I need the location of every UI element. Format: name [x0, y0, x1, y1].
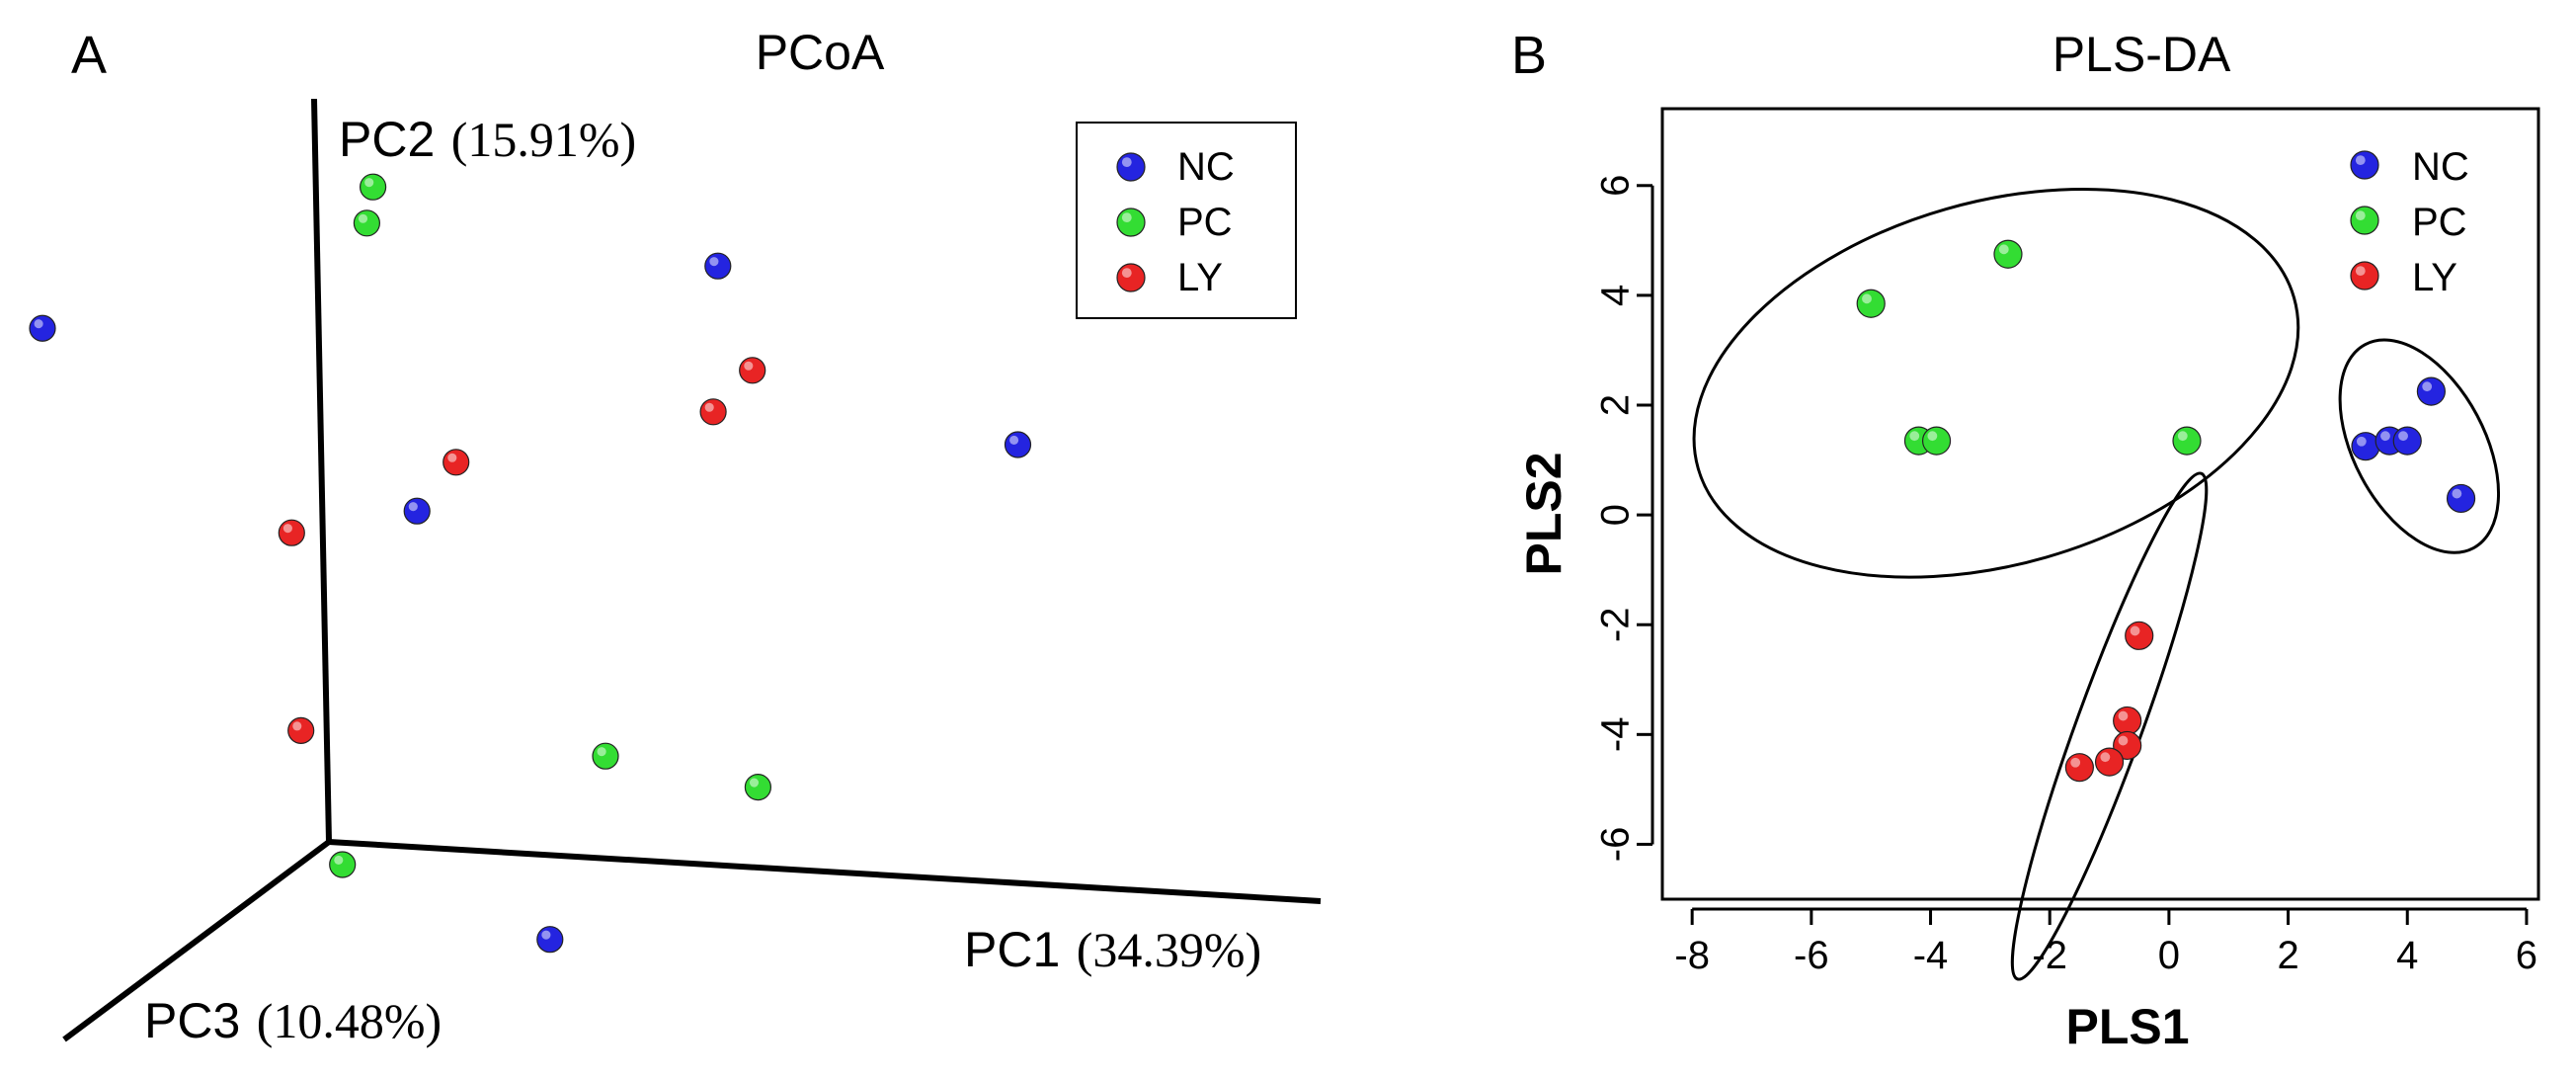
plsda-ellipse-ly — [2010, 471, 2209, 981]
pcoa-points — [29, 173, 1032, 954]
pc3-axis-label: PC3 (10.48%) — [144, 993, 442, 1048]
plsda-legend-marker-nc — [2350, 150, 2379, 180]
plsda-point-ly-4 — [2094, 747, 2125, 777]
panel-a-letter: A — [71, 26, 107, 85]
plsda-point-nc-1 — [2351, 432, 2380, 461]
pc2-axis-name: PC2 — [339, 112, 435, 167]
plsda-y-tick-label: -2 — [1594, 607, 1638, 642]
pcoa-point-ly-1 — [739, 357, 766, 384]
plsda-point-ly-3 — [2113, 730, 2142, 761]
pcoa-legend-label-pc: PC — [1177, 201, 1233, 244]
pcoa-legend-marker-nc — [1116, 152, 1146, 182]
pc3-axis-line — [62, 839, 331, 1042]
pcoa-point-nc-4 — [403, 497, 431, 525]
pc1-axis-line — [328, 839, 1322, 904]
plsda-legend-marker-pc — [2350, 206, 2379, 235]
plsda-plot-frame — [1660, 107, 2540, 901]
plsda-point-ly-2 — [2113, 706, 2142, 736]
pcoa-legend-box — [1076, 122, 1297, 319]
plsda-ellipse-pc — [1692, 187, 2300, 579]
plsda-x-tick-label: -8 — [1674, 934, 1710, 977]
pcoa-point-ly-4 — [278, 519, 305, 546]
plsda-point-pc-5 — [2172, 426, 2202, 456]
pc3-axis-name: PC3 — [144, 993, 240, 1048]
plsda-x-axis-title: PLS1 — [2065, 999, 2189, 1054]
plsda-ellipse-nc — [2338, 338, 2501, 554]
plsda-x-axis: -8 -6 -4 -2 0 2 4 6 — [1674, 907, 2537, 977]
plsda-x-tick-label: -4 — [1913, 934, 1949, 977]
pcoa-point-pc-4 — [744, 773, 772, 801]
pcoa-point-pc-2 — [353, 209, 380, 237]
pc2-axis-percent: (15.91%) — [451, 112, 636, 167]
plsda-x-tick-label: 0 — [2158, 934, 2180, 977]
plsda-ellipses — [1692, 187, 2501, 981]
pcoa-point-nc-3 — [1004, 431, 1032, 458]
pcoa-point-nc-5 — [536, 926, 564, 954]
pcoa-legend-marker-ly — [1116, 263, 1146, 292]
pc1-axis-name: PC1 — [964, 922, 1060, 977]
pcoa-point-pc-5 — [329, 851, 357, 878]
pcoa-point-pc-1 — [360, 173, 387, 201]
plsda-legend-label-nc: NC — [2412, 145, 2469, 189]
plsda-x-tick-label: 6 — [2516, 934, 2537, 977]
pcoa-point-ly-3 — [443, 449, 470, 476]
pcoa-title: PCoA — [756, 25, 885, 80]
pc3-axis-percent: (10.48%) — [257, 993, 442, 1048]
plsda-point-nc-3 — [2392, 426, 2422, 456]
plsda-title: PLS-DA — [2053, 27, 2231, 82]
plsda-y-axis: -6 -4 -2 0 2 4 6 — [1594, 175, 1654, 863]
plsda-points — [1856, 239, 2476, 783]
pcoa-legend-label-ly: LY — [1177, 256, 1223, 299]
panel-b-letter: B — [1511, 26, 1547, 85]
plsda-y-tick-label: 6 — [1594, 175, 1638, 197]
plsda-legend-label-ly: LY — [2412, 256, 2457, 299]
plsda-legend-marker-ly — [2350, 261, 2379, 291]
pcoa-point-pc-3 — [592, 742, 619, 770]
plsda-point-pc-4 — [1921, 426, 1952, 456]
plsda-point-ly-1 — [2125, 621, 2154, 650]
plsda-y-tick-label: 0 — [1594, 504, 1638, 526]
plsda-point-nc-4 — [2416, 376, 2446, 406]
plsda-point-pc-1 — [1856, 289, 1886, 318]
plsda-y-axis-title: PLS2 — [1516, 452, 1571, 575]
panel-b-plsda: B PLS-DA -8 -6 -4 -2 0 2 4 6 -6 -4 -2 0 2 4 6 PLS1 PL… — [1511, 26, 2540, 1054]
plsda-legend-label-pc: PC — [2412, 201, 2467, 244]
pc1-axis-label: PC1 (34.39%) — [964, 922, 1261, 977]
pcoa-point-nc-2 — [704, 252, 732, 280]
plsda-y-tick-label: -4 — [1594, 717, 1638, 753]
pcoa-legend-label-nc: NC — [1177, 145, 1235, 189]
plsda-x-tick-label: -6 — [1794, 934, 1829, 977]
plsda-point-nc-5 — [2446, 483, 2476, 514]
plsda-x-tick-label: 4 — [2396, 934, 2418, 977]
plsda-y-tick-label: 2 — [1594, 394, 1638, 416]
pc1-axis-percent: (34.39%) — [1077, 922, 1261, 977]
pcoa-point-ly-2 — [699, 398, 727, 426]
plsda-y-tick-label: 4 — [1594, 285, 1638, 306]
plsda-legend: NC PC LY — [2350, 145, 2469, 299]
plsda-point-pc-2 — [1993, 239, 2023, 269]
pcoa-legend-marker-pc — [1116, 208, 1146, 237]
pcoa-point-nc-1 — [29, 314, 56, 342]
pc2-axis-label: PC2 (15.91%) — [339, 112, 636, 167]
plsda-point-ly-5 — [2064, 753, 2094, 783]
panel-a-pcoa: A PCoA PC2 (15.91%) PC1 (34.39%) PC3 (10… — [29, 25, 1322, 1048]
plsda-y-tick-label: -6 — [1594, 827, 1638, 863]
pcoa-legend: NC PC LY — [1076, 122, 1297, 319]
pc2-axis-line — [311, 98, 332, 843]
plsda-x-tick-label: 2 — [2277, 934, 2298, 977]
pcoa-point-ly-5 — [287, 716, 315, 745]
